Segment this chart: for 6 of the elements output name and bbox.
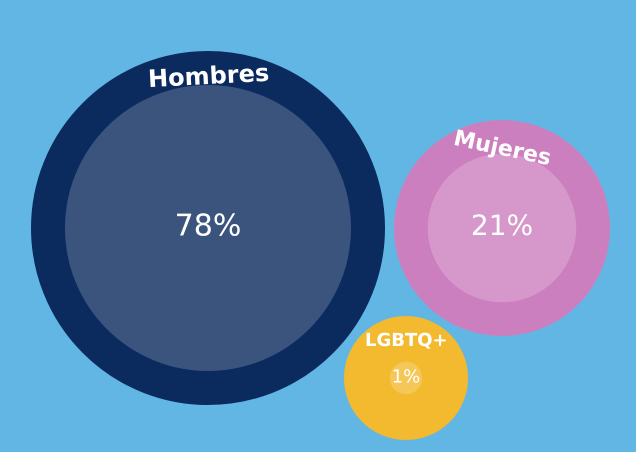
- category-label: Mujeres: [451, 126, 554, 172]
- category-label: Hombres: [147, 58, 270, 94]
- data-label: 21%: [470, 209, 534, 242]
- data-label: 1%: [392, 366, 420, 388]
- data-label: 78%: [174, 208, 242, 244]
- category-label: LGBTQ+: [365, 330, 448, 351]
